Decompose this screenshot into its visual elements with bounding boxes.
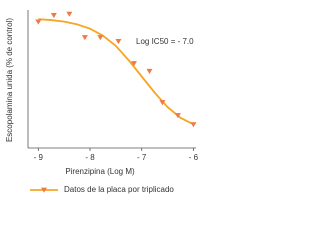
data-point bbox=[35, 19, 42, 25]
data-point bbox=[97, 35, 104, 41]
legend-label: Datos de la placa por triplicado bbox=[64, 185, 174, 194]
data-point bbox=[190, 122, 197, 128]
data-point bbox=[81, 35, 88, 41]
data-point bbox=[146, 68, 153, 74]
x-tick-label: - 9 bbox=[34, 153, 44, 162]
x-tick-label: - 8 bbox=[85, 153, 95, 162]
data-point bbox=[159, 100, 166, 106]
data-point bbox=[174, 113, 181, 119]
chart: Pirenzipina (Log M) Escopolamina unida (… bbox=[5, 10, 198, 194]
x-tick-label: - 6 bbox=[189, 153, 198, 162]
data-point bbox=[50, 13, 57, 19]
data-point bbox=[130, 61, 137, 67]
page: {"chart_data": {"type": "scatter", "x_la… bbox=[5, 10, 198, 195]
x-axis-title: Pirenzipina (Log M) bbox=[65, 167, 135, 176]
legend-marker bbox=[41, 187, 47, 193]
data-point bbox=[66, 11, 73, 17]
annotation: Log IC50 = - 7.0 bbox=[136, 37, 194, 46]
fit-curve bbox=[38, 18, 194, 126]
data-point bbox=[115, 39, 122, 45]
x-tick-label: - 7 bbox=[137, 153, 147, 162]
y-axis-title: Escopolamina unida (% de control) bbox=[5, 18, 14, 142]
